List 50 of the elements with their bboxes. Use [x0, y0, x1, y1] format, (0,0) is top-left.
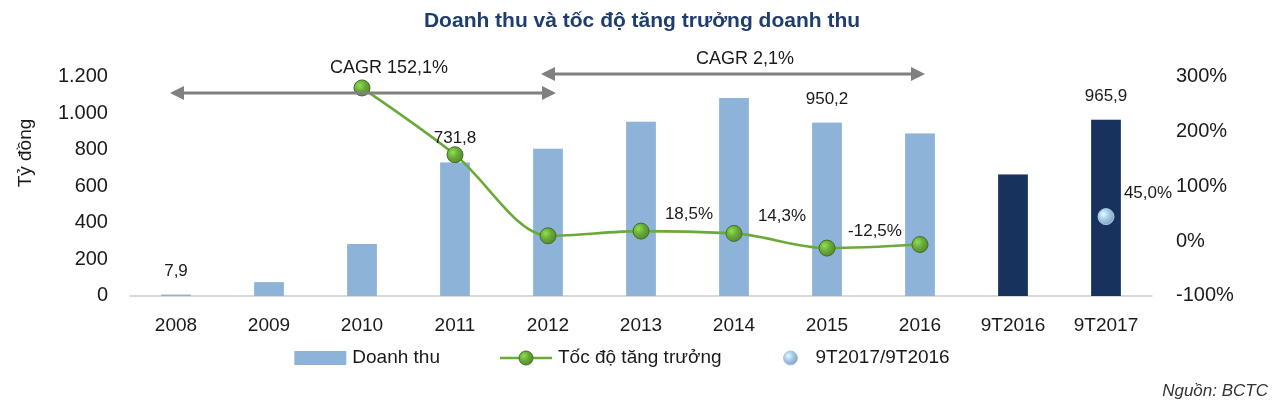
text: Nguồn: BCTC — [1162, 381, 1269, 400]
bar — [533, 148, 563, 296]
y-axis-title: Tỷ đồng — [14, 118, 35, 188]
text: CAGR 2,1% — [695, 48, 795, 68]
x-tick-label: 2008 — [154, 314, 198, 336]
x-tick-label: 2015 — [805, 314, 849, 336]
x-tick-label: 2011 — [434, 314, 476, 336]
chart-title: Doanh thu và tốc độ tăng trưởng doanh thu — [423, 8, 861, 31]
y-tick-label: 0 — [96, 283, 108, 306]
data-label: -12,5% — [848, 220, 902, 240]
x-tick-label: 2014 — [712, 314, 756, 336]
bar — [905, 133, 935, 296]
y-tick-label: 1.200 — [57, 64, 108, 87]
y2-tick-label: -100% — [1176, 283, 1235, 306]
bar — [812, 122, 842, 296]
y2-tick-label: 300% — [1176, 64, 1228, 87]
bar — [347, 243, 377, 296]
x-tick-label: 9T2016 — [980, 314, 1046, 336]
x-tick-label: 2010 — [340, 314, 384, 336]
x-tick-label: 2009 — [247, 314, 291, 336]
bar — [254, 282, 284, 296]
y2-tick-label: 200% — [1176, 119, 1228, 142]
x-tick-label: 2013 — [619, 314, 663, 336]
bar — [440, 162, 470, 296]
data-label: 950,2 — [805, 88, 849, 108]
data-label: 45,0% — [1123, 183, 1173, 203]
bar — [719, 97, 749, 296]
point — [1097, 208, 1115, 226]
y-tick-label: 400 — [74, 210, 108, 233]
y2-tick-label: 100% — [1176, 173, 1228, 196]
legend-label: Tốc độ tăng trưởng — [557, 346, 722, 368]
bar — [998, 174, 1028, 296]
x-tick-label: 2012 — [526, 314, 570, 336]
data-label: 731,8 — [433, 128, 477, 148]
y-tick-label: 200 — [74, 246, 108, 269]
data-label: 7,9 — [164, 260, 188, 280]
annotation: CAGR 152,1% — [329, 57, 449, 77]
y-tick-label: 600 — [74, 173, 108, 196]
y-tick-label: 1.000 — [57, 100, 108, 123]
data-label: 18,5% — [664, 203, 714, 223]
legend-label: 9T2017/9T2016 — [815, 346, 950, 368]
data-label: 14,3% — [757, 205, 807, 225]
legend-label: Doanh thu — [352, 346, 440, 368]
x-tick-label: 2016 — [898, 314, 942, 336]
bar — [626, 121, 656, 296]
y2-tick-label: 0% — [1176, 228, 1206, 251]
x-tick-label: 9T2017 — [1073, 314, 1139, 336]
data-label: 965,9 — [1084, 85, 1128, 105]
y-tick-label: 800 — [74, 137, 108, 160]
bar — [1091, 119, 1121, 296]
